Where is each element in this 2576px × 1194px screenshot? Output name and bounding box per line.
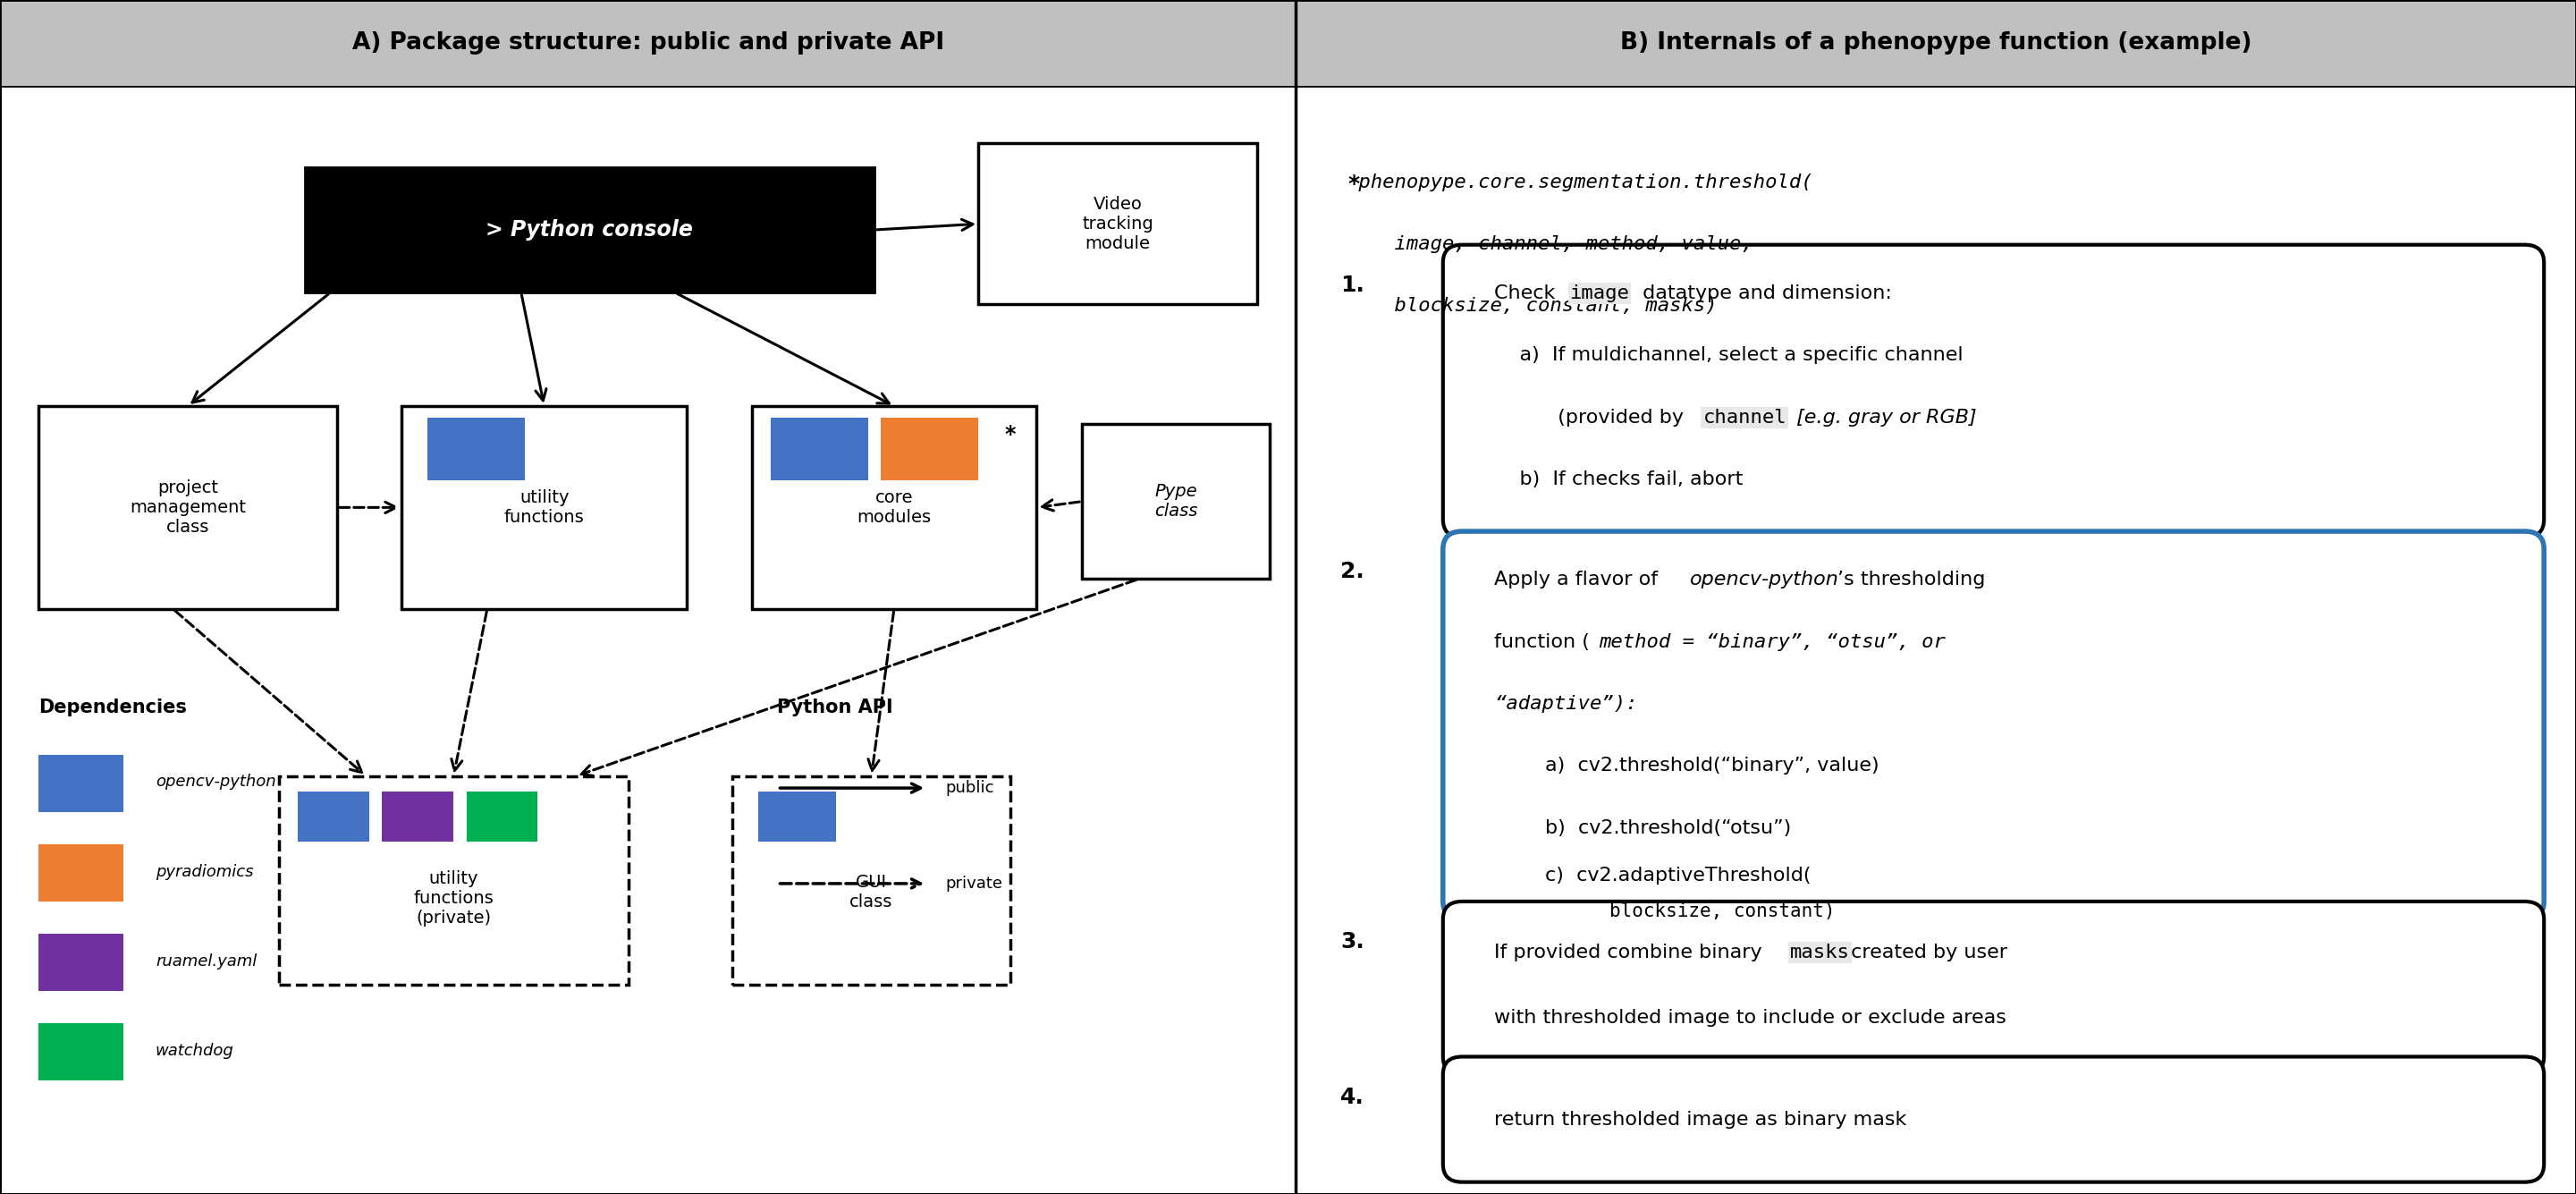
FancyBboxPatch shape — [299, 792, 368, 842]
Text: created by user: created by user — [1844, 943, 2007, 961]
Text: *: * — [1347, 173, 1360, 195]
FancyBboxPatch shape — [0, 0, 1296, 86]
Text: phenopype.core.segmentation.threshold(: phenopype.core.segmentation.threshold( — [1347, 173, 1814, 191]
FancyBboxPatch shape — [1443, 901, 2545, 1075]
Text: Python API: Python API — [778, 698, 894, 716]
FancyBboxPatch shape — [278, 776, 629, 985]
FancyBboxPatch shape — [752, 406, 1036, 609]
Text: a)  cv2.threshold(“binary”, value): a) cv2.threshold(“binary”, value) — [1546, 757, 1880, 775]
Text: datatype and dimension:: datatype and dimension: — [1636, 284, 1891, 302]
Text: blocksize, constant, masks): blocksize, constant, masks) — [1347, 297, 1718, 315]
FancyBboxPatch shape — [757, 792, 835, 842]
Text: (provided by: (provided by — [1494, 408, 1690, 426]
FancyBboxPatch shape — [39, 934, 124, 991]
Text: Video
tracking
module: Video tracking module — [1082, 196, 1154, 252]
Text: utility
functions: utility functions — [505, 490, 585, 525]
Text: Apply a flavor of: Apply a flavor of — [1494, 571, 1664, 589]
Text: 3.: 3. — [1340, 931, 1365, 953]
Text: method = “binary”, “otsu”, or: method = “binary”, “otsu”, or — [1600, 633, 1945, 651]
Text: image: image — [1569, 284, 1631, 302]
Text: *: * — [1005, 424, 1015, 445]
FancyBboxPatch shape — [979, 143, 1257, 304]
Text: b)  If checks fail, abort: b) If checks fail, abort — [1494, 470, 1744, 488]
Text: private: private — [945, 875, 1002, 892]
Text: If provided combine binary: If provided combine binary — [1494, 943, 1770, 961]
Text: Check: Check — [1494, 284, 1561, 302]
Text: project
management
class: project management class — [129, 479, 245, 536]
FancyBboxPatch shape — [428, 418, 526, 480]
FancyBboxPatch shape — [732, 776, 1010, 985]
Text: 1.: 1. — [1340, 275, 1365, 296]
Text: Pype
class: Pype class — [1154, 484, 1198, 519]
Text: ’s thresholding: ’s thresholding — [1837, 571, 1986, 589]
Text: Dependencies: Dependencies — [39, 698, 188, 716]
Text: return thresholded image as binary mask: return thresholded image as binary mask — [1494, 1110, 1906, 1128]
Text: ruamel.yaml: ruamel.yaml — [155, 953, 258, 970]
Text: a)  If muldichannel, select a specific channel: a) If muldichannel, select a specific ch… — [1494, 346, 1963, 364]
Text: image, channel, method, value,: image, channel, method, value, — [1347, 235, 1754, 253]
Text: b)  cv2.threshold(“otsu”): b) cv2.threshold(“otsu”) — [1546, 819, 1790, 837]
Text: public: public — [945, 780, 994, 796]
FancyBboxPatch shape — [304, 167, 876, 293]
Text: pyradiomics: pyradiomics — [155, 863, 252, 880]
Text: watchdog: watchdog — [155, 1042, 234, 1059]
FancyBboxPatch shape — [39, 844, 124, 901]
FancyBboxPatch shape — [881, 418, 979, 480]
Text: channel: channel — [1703, 408, 1788, 426]
Text: “adaptive”):: “adaptive”): — [1494, 695, 1638, 713]
FancyBboxPatch shape — [1296, 86, 2576, 1194]
Text: 4.: 4. — [1340, 1087, 1365, 1108]
FancyBboxPatch shape — [1082, 424, 1270, 579]
FancyBboxPatch shape — [770, 418, 868, 480]
FancyBboxPatch shape — [39, 755, 124, 812]
Text: 2.: 2. — [1340, 561, 1365, 583]
FancyBboxPatch shape — [1443, 245, 2545, 537]
FancyBboxPatch shape — [1443, 531, 2545, 919]
FancyBboxPatch shape — [402, 406, 688, 609]
FancyBboxPatch shape — [381, 792, 453, 842]
FancyBboxPatch shape — [1296, 0, 2576, 86]
Text: core
modules: core modules — [858, 490, 930, 525]
Text: function (: function ( — [1494, 633, 1589, 651]
Text: A) Package structure: public and private API: A) Package structure: public and private… — [353, 31, 943, 55]
Text: [e.g. gray or RGB]: [e.g. gray or RGB] — [1790, 408, 1976, 426]
Text: utility
functions
(private): utility functions (private) — [412, 870, 495, 927]
Text: with thresholded image to include or exclude areas: with thresholded image to include or exc… — [1494, 1009, 2007, 1027]
Text: blocksize, constant): blocksize, constant) — [1610, 903, 1834, 921]
Text: GUI
class: GUI class — [850, 874, 894, 911]
Text: masks: masks — [1790, 943, 1850, 961]
Text: c)  cv2.adaptiveThreshold(: c) cv2.adaptiveThreshold( — [1546, 867, 1811, 885]
FancyBboxPatch shape — [1443, 1057, 2545, 1182]
FancyBboxPatch shape — [39, 406, 337, 609]
Text: B) Internals of a phenopype function (example): B) Internals of a phenopype function (ex… — [1620, 31, 2251, 55]
Text: opencv-python: opencv-python — [1690, 571, 1839, 589]
Text: > Python console: > Python console — [487, 220, 693, 240]
FancyBboxPatch shape — [466, 792, 538, 842]
Text: opencv-python: opencv-python — [155, 774, 276, 790]
FancyBboxPatch shape — [39, 1023, 124, 1081]
FancyBboxPatch shape — [0, 86, 1296, 1194]
